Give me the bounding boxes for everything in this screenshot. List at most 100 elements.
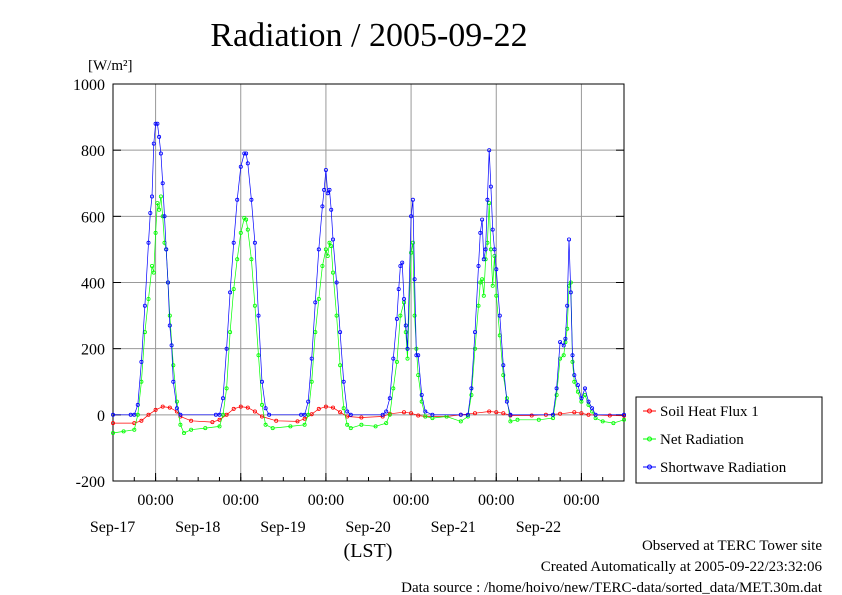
data-point xyxy=(174,406,179,411)
data-point xyxy=(416,353,421,358)
data-point xyxy=(575,383,580,388)
data-point xyxy=(111,412,116,417)
data-point xyxy=(558,411,563,416)
data-point xyxy=(508,412,513,417)
data-point xyxy=(224,386,229,391)
data-point xyxy=(164,247,169,252)
legend-item-net-radiation: Net Radiation xyxy=(643,432,744,448)
data-point xyxy=(554,392,559,397)
data-point xyxy=(359,422,364,427)
data-point xyxy=(410,197,415,202)
y-tick-label: 800 xyxy=(81,143,105,160)
data-point xyxy=(274,418,279,423)
data-point xyxy=(419,392,424,397)
data-point xyxy=(111,421,116,426)
x-tick-time: 00:00 xyxy=(393,492,429,509)
data-point xyxy=(490,283,495,288)
data-point xyxy=(586,412,591,417)
data-point xyxy=(252,409,257,414)
data-point xyxy=(263,406,268,411)
data-point xyxy=(481,293,486,298)
data-point xyxy=(217,417,222,422)
data-point xyxy=(252,303,257,308)
data-point xyxy=(561,353,566,358)
data-point xyxy=(401,296,406,301)
data-point xyxy=(487,409,492,414)
data-point xyxy=(458,412,463,417)
data-point xyxy=(189,418,194,423)
data-point xyxy=(329,207,334,212)
data-point xyxy=(128,412,133,417)
x-tick-date: Sep-22 xyxy=(516,519,561,536)
series-layer xyxy=(111,121,627,435)
data-point xyxy=(181,430,186,435)
x-tick-date: Sep-20 xyxy=(345,519,390,536)
data-point xyxy=(529,413,534,418)
y-tick-label: -200 xyxy=(76,474,105,491)
data-point xyxy=(151,270,156,275)
data-point xyxy=(244,217,249,222)
data-point xyxy=(306,399,311,404)
data-point xyxy=(316,247,321,252)
data-point xyxy=(348,412,353,417)
data-point xyxy=(590,406,595,411)
data-point xyxy=(132,427,137,432)
legend-marker xyxy=(647,464,652,470)
footer-data-source: Data source : /home/hoivo/new/TERC-data/… xyxy=(401,580,823,595)
data-point xyxy=(469,386,474,391)
data-point xyxy=(478,230,483,235)
data-point xyxy=(384,409,389,414)
data-point xyxy=(622,417,627,422)
data-point xyxy=(458,419,463,424)
y-tick-label: 0 xyxy=(97,408,105,425)
data-point xyxy=(476,263,481,268)
data-point xyxy=(572,373,577,378)
x-tick-date: Sep-19 xyxy=(260,519,305,536)
data-point xyxy=(494,410,499,415)
legend-label: Shortwave Radiation xyxy=(660,460,787,476)
data-point xyxy=(320,204,325,209)
data-point xyxy=(316,406,321,411)
x-axis-label: (LST) xyxy=(344,540,393,562)
data-point xyxy=(259,379,264,384)
data-point xyxy=(231,287,236,292)
data-point xyxy=(157,134,162,139)
data-point xyxy=(501,373,506,378)
data-point xyxy=(412,277,417,282)
series-line-shortwave-radiation xyxy=(113,123,624,416)
data-point xyxy=(410,240,415,245)
data-point xyxy=(330,270,335,275)
x-tick-time: 00:00 xyxy=(223,492,259,509)
data-point xyxy=(153,121,158,126)
x-tick-date: Sep-17 xyxy=(90,519,135,536)
data-point xyxy=(409,214,414,219)
data-point xyxy=(384,421,389,426)
data-point xyxy=(483,247,488,252)
data-point xyxy=(403,323,408,328)
data-point xyxy=(174,399,179,404)
data-point xyxy=(359,415,364,420)
data-point xyxy=(481,257,486,262)
data-point xyxy=(249,197,254,202)
data-point xyxy=(242,151,247,156)
data-point xyxy=(403,330,408,335)
data-point xyxy=(224,346,229,351)
data-point xyxy=(391,386,396,391)
data-point xyxy=(394,359,399,364)
data-point xyxy=(203,426,208,431)
data-point xyxy=(622,412,627,417)
data-point xyxy=(160,181,165,186)
data-point xyxy=(561,343,566,348)
data-point xyxy=(270,426,275,431)
data-point xyxy=(231,240,236,245)
data-point xyxy=(572,410,577,415)
data-point xyxy=(570,359,575,364)
x-axis: 00:00Sep-1700:00Sep-1800:00Sep-1900:00Se… xyxy=(90,473,625,536)
data-point xyxy=(554,386,559,391)
data-point xyxy=(256,313,261,318)
data-point xyxy=(583,386,588,391)
data-point xyxy=(563,336,568,341)
data-point xyxy=(345,409,350,414)
data-point xyxy=(373,424,378,429)
data-point xyxy=(341,379,346,384)
